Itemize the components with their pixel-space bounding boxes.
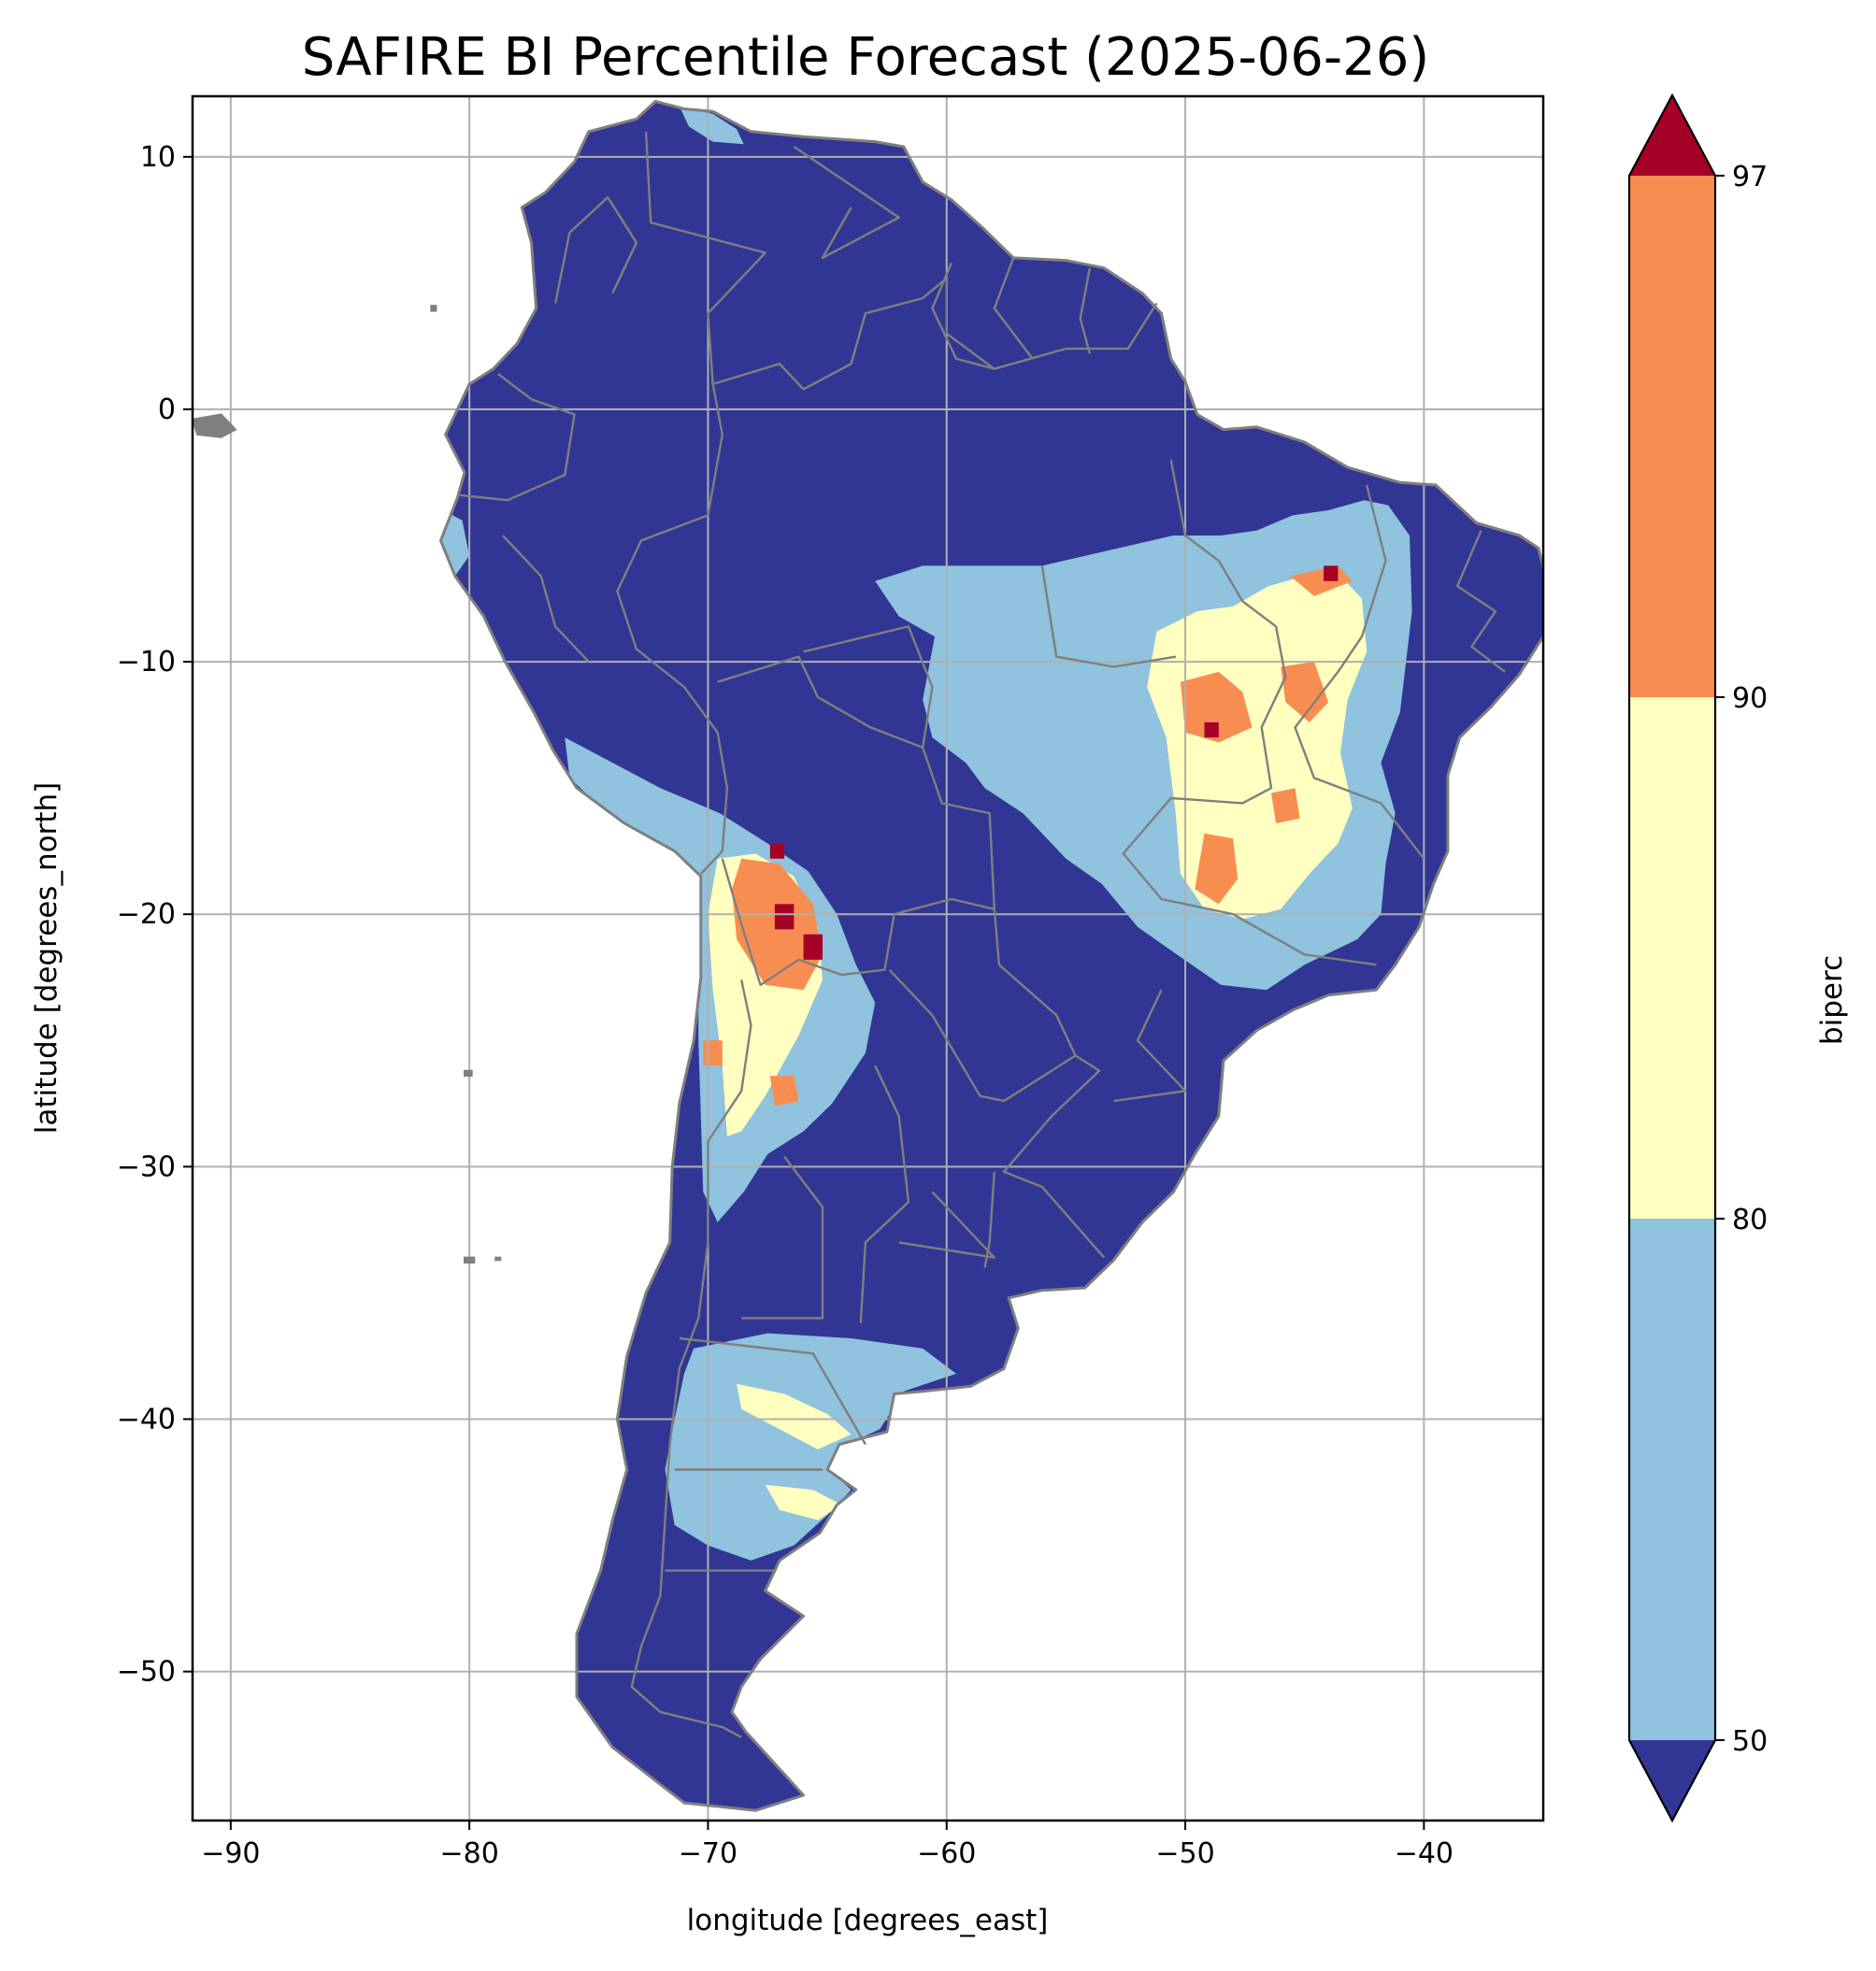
- border-line: [502, 535, 590, 663]
- colorbar-tick-label: 97: [1732, 161, 1768, 193]
- x-axis-label: longitude [degrees_east]: [687, 1904, 1049, 1937]
- region-80-90: [1147, 573, 1368, 920]
- region-90-97: [1281, 662, 1329, 722]
- island: [464, 1256, 476, 1264]
- coastline-path: [439, 99, 1543, 1812]
- y-tick-label: −30: [117, 1150, 176, 1183]
- colorbar-band-50-80: [1629, 1219, 1715, 1740]
- x-axis-ticks: −90 −80 −70 −60 −50 −40: [201, 1821, 1454, 1870]
- region-50-80: [679, 106, 744, 145]
- region-90-97: [703, 1040, 723, 1066]
- border-line: [793, 146, 900, 260]
- x-tick-label: −60: [917, 1837, 976, 1870]
- region-gt97: [1324, 565, 1339, 581]
- map-layer: [193, 96, 1543, 1821]
- x-tick-label: −50: [1155, 1837, 1214, 1870]
- y-tick-label: −20: [117, 898, 176, 931]
- region-90-97: [1195, 833, 1239, 905]
- country-borders: [459, 131, 1506, 1738]
- island: [193, 413, 237, 438]
- y-tick-label: 0: [158, 393, 176, 426]
- y-tick-label: −10: [117, 646, 176, 678]
- border-line: [679, 1336, 866, 1446]
- y-tick-label: −50: [117, 1656, 176, 1689]
- border-line: [931, 262, 995, 370]
- border-line: [859, 1064, 910, 1323]
- border-line: [1122, 626, 1377, 966]
- colorbar-extend-over: [1629, 95, 1715, 176]
- region-gt97: [803, 934, 823, 960]
- border-line: [888, 908, 1077, 1103]
- y-tick-label: 10: [140, 141, 176, 174]
- colorbar-band-90-97: [1629, 176, 1715, 697]
- border-line: [803, 625, 934, 749]
- coastline: [193, 99, 1543, 1812]
- border-line: [1294, 484, 1425, 860]
- region-gt97: [1204, 721, 1219, 738]
- border-line: [993, 257, 1034, 360]
- region-90-97: [1271, 788, 1300, 823]
- y-axis-label: latitude [degrees_north]: [30, 782, 64, 1134]
- region-gt97: [769, 843, 785, 859]
- border-line: [616, 277, 1158, 875]
- border-line: [1169, 459, 1277, 628]
- colorbar-band-80-90: [1629, 697, 1715, 1219]
- island: [430, 305, 437, 312]
- x-tick-label: −80: [439, 1837, 498, 1870]
- border-line: [898, 1191, 995, 1259]
- colorbar: 50 80 90 97: [1627, 93, 1768, 1823]
- colorbar-tick-label: 50: [1732, 1725, 1768, 1758]
- x-tick-label: −70: [679, 1837, 738, 1870]
- region-gt97: [774, 904, 795, 930]
- island: [494, 1256, 502, 1262]
- region-80-90: [737, 1383, 852, 1450]
- border-line: [1079, 267, 1092, 354]
- biperc-regions: [440, 101, 1543, 1811]
- border-line: [1113, 989, 1187, 1103]
- border-line: [983, 1171, 995, 1268]
- region-80-90: [765, 1484, 842, 1521]
- border-line: [1455, 530, 1506, 673]
- chart-title: SAFIRE BI Percentile Forecast (2025-06-2…: [302, 27, 1429, 88]
- colorbar-tick-label: 80: [1732, 1204, 1768, 1236]
- x-tick-label: −40: [1395, 1837, 1454, 1870]
- border-line: [644, 131, 766, 385]
- island: [464, 1069, 473, 1078]
- colorbar-label: biperc: [1815, 955, 1849, 1045]
- border-line: [553, 195, 638, 304]
- border-line: [1002, 1054, 1106, 1259]
- x-tick-label: −90: [201, 1837, 260, 1870]
- plot-frame: [191, 94, 1545, 1822]
- colorbar-extend-under: [1629, 1740, 1715, 1821]
- y-tick-label: −40: [117, 1403, 176, 1435]
- border-line: [630, 979, 752, 1738]
- region-90-97: [1180, 671, 1253, 743]
- border-line: [459, 373, 576, 502]
- colorbar-tick-label: 90: [1732, 682, 1768, 715]
- region-90-97: [769, 1076, 799, 1107]
- border-line: [717, 655, 995, 987]
- border-line: [741, 1155, 824, 1320]
- border-line: [1040, 565, 1176, 668]
- y-axis-ticks: 10 0 −10 −20 −30 −40 −50: [117, 141, 193, 1689]
